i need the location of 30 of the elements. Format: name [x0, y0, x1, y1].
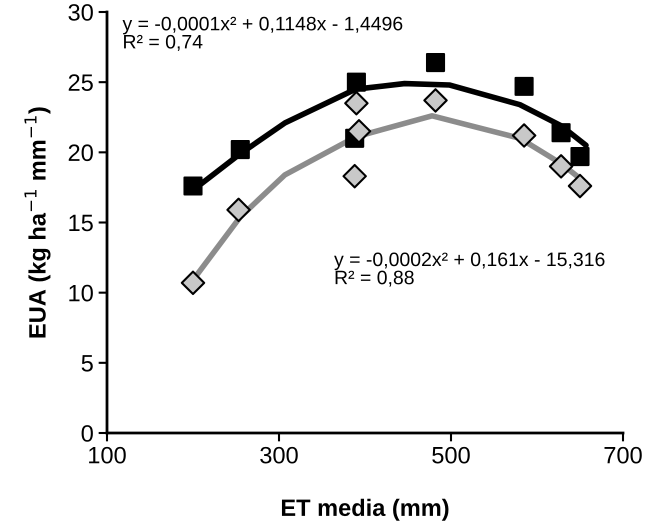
point [552, 123, 571, 142]
point [183, 176, 203, 196]
y-tick-label: 5 [82, 355, 93, 372]
point [568, 174, 592, 198]
point [548, 154, 574, 179]
point [570, 146, 590, 166]
x-tick-label: 500 [432, 446, 470, 464]
y-tick-label: 25 [68, 74, 93, 91]
point [344, 90, 369, 116]
y-tick-label: 0 [82, 425, 93, 442]
y-tick-label: 20 [68, 144, 93, 162]
point [230, 140, 250, 160]
point [226, 198, 251, 222]
point [180, 270, 206, 296]
point [512, 123, 536, 148]
y-tick-label: 10 [69, 284, 93, 302]
x-tick-label: 300 [260, 446, 298, 464]
point [423, 88, 448, 113]
y-tick-label: 15 [69, 214, 93, 232]
x-tick-label: 700 [604, 446, 642, 464]
point [426, 52, 446, 72]
annotation: y = -0,0001x² + 0,1148x - 1,4496 R² = 0,74 [122, 16, 402, 51]
y-axis-title: EUA (kg ha$^{−1}$ mm$^{−1}$) [24, 107, 51, 338]
point [342, 164, 367, 188]
y-tick-label: 30 [68, 4, 93, 21]
point [514, 76, 534, 96]
x-axis-title: ET media (mm) [282, 498, 448, 521]
x-tick-label: 100 [89, 446, 126, 464]
annotation: y = -0,0002x² + 0,161x - 15,316 R² = 0,88 [334, 252, 605, 287]
point [346, 72, 366, 92]
